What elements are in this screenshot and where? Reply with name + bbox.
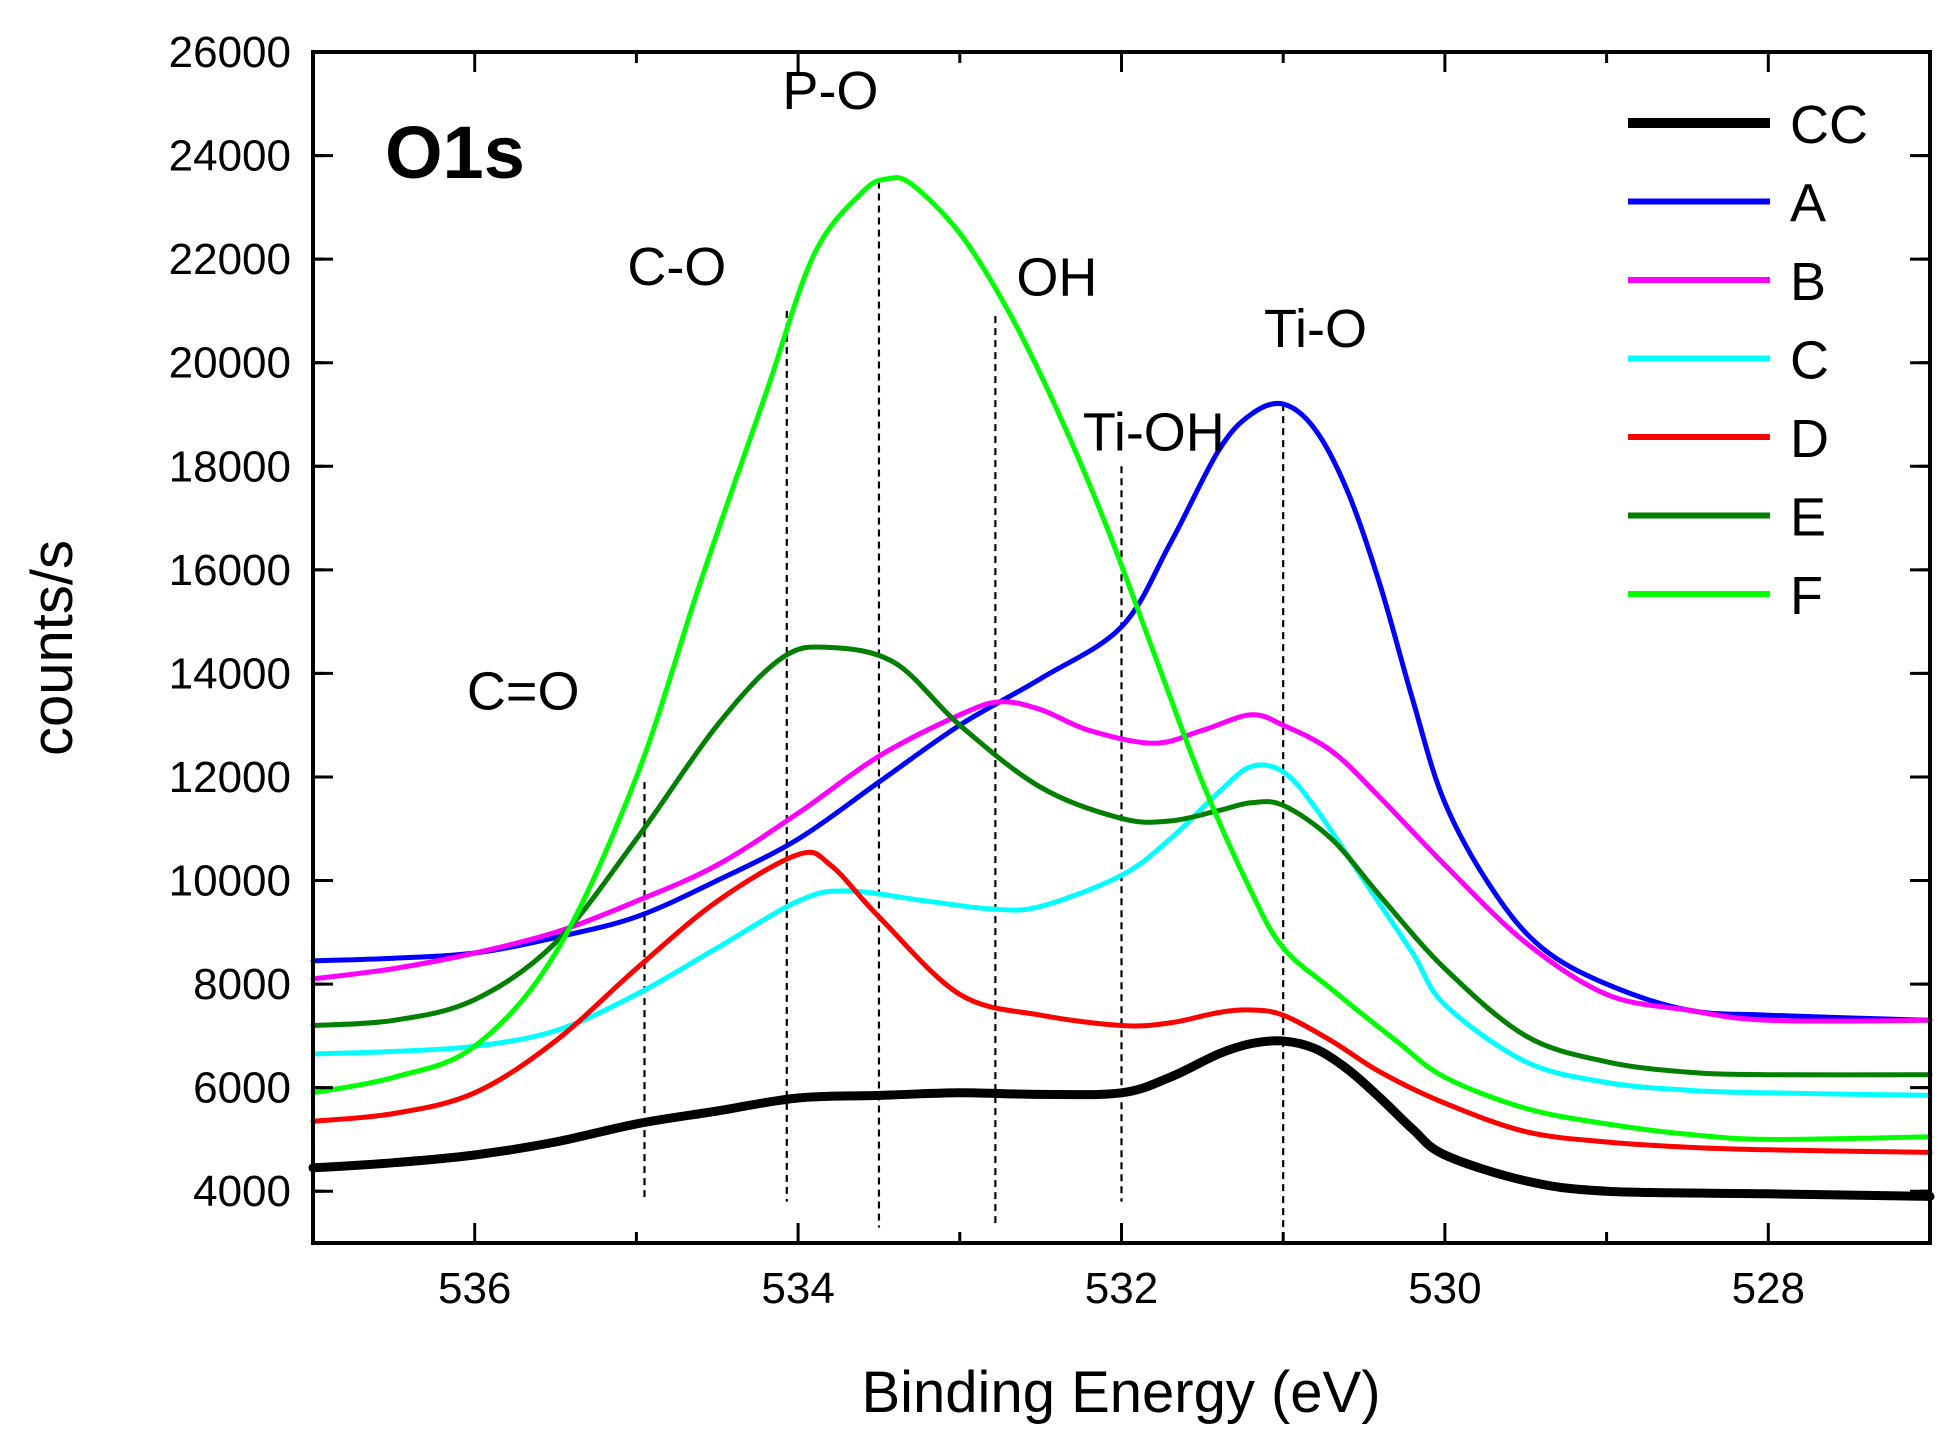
legend-label: A xyxy=(1790,174,1826,234)
series-lines xyxy=(308,175,1935,1201)
legend-label: B xyxy=(1790,252,1826,312)
annotation-label: C-O xyxy=(627,237,726,297)
x-tick-label: 534 xyxy=(761,1264,834,1313)
x-tick-label: 530 xyxy=(1408,1264,1481,1313)
legend-label: CC xyxy=(1790,95,1868,155)
y-tick-label: 18000 xyxy=(169,442,291,491)
x-axis-title: Binding Energy (eV) xyxy=(861,1360,1380,1425)
y-tick-label: 26000 xyxy=(169,28,291,77)
legend-label: C xyxy=(1790,331,1829,391)
axis-tick-labels: 536 534 532 530 528 4000 6000 8000 10000 12000 140… xyxy=(169,28,1805,1313)
y-tick-label: 10000 xyxy=(169,857,291,906)
annotation-lines xyxy=(643,181,1285,1228)
y-tick-label: 16000 xyxy=(169,546,291,595)
series-line xyxy=(310,762,1933,1098)
series-line xyxy=(310,849,1933,1155)
annotation-label: C=O xyxy=(467,662,580,722)
annotation-label: Ti-O xyxy=(1264,299,1367,359)
annotation-labels: C=O C-O P-O OH Ti-OH Ti-O xyxy=(467,61,1367,722)
x-tick-label: 532 xyxy=(1085,1264,1158,1313)
y-tick-label: 24000 xyxy=(169,132,291,181)
y-tick-label: 4000 xyxy=(193,1167,291,1216)
legend-label: E xyxy=(1790,488,1826,548)
x-tick-label: 528 xyxy=(1732,1264,1805,1313)
y-tick-label: 8000 xyxy=(193,960,291,1009)
y-tick-label: 6000 xyxy=(193,1064,291,1113)
series-line xyxy=(310,699,1933,1024)
annotation-label: OH xyxy=(1016,247,1097,307)
axis-ticks xyxy=(311,50,1932,1243)
annotation-label: Ti-OH xyxy=(1083,403,1225,463)
y-tick-label: 14000 xyxy=(169,649,291,698)
series-line xyxy=(310,644,1933,1078)
y-tick-label: 22000 xyxy=(169,235,291,284)
series-line xyxy=(310,175,1933,1142)
legend-label: F xyxy=(1790,566,1823,626)
y-tick-label: 20000 xyxy=(169,339,291,388)
legend-label: D xyxy=(1790,409,1829,469)
x-tick-label: 536 xyxy=(438,1264,511,1313)
y-tick-label: 12000 xyxy=(169,753,291,802)
series-line xyxy=(310,400,1933,1023)
series-line xyxy=(308,1036,1935,1201)
annotation-label: P-O xyxy=(782,61,878,121)
y-axis-title: counts/s xyxy=(20,540,85,756)
panel-label: O1s xyxy=(385,111,525,194)
